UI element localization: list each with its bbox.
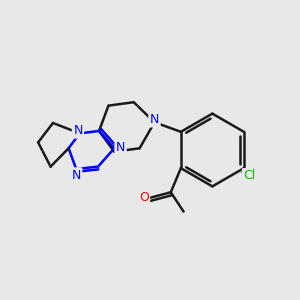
Text: N: N [71, 169, 81, 182]
Text: Cl: Cl [243, 169, 256, 182]
Text: N: N [150, 113, 159, 126]
Text: N: N [73, 124, 83, 137]
Text: O: O [139, 191, 149, 204]
Text: N: N [116, 141, 125, 154]
